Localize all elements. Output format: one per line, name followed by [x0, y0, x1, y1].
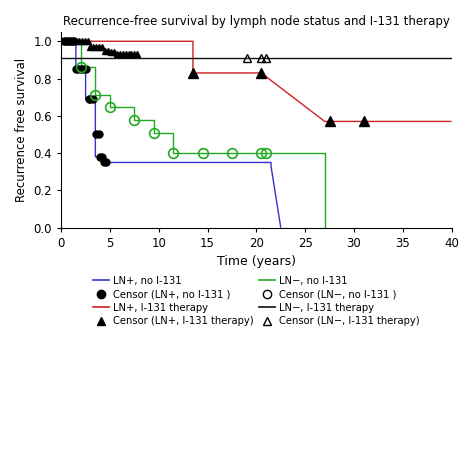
- Legend: LN+, no I-131, Censor (LN+, no I-131 ), LN+, I-131 therapy, Censor (LN+, I-131 t: LN+, no I-131, Censor (LN+, no I-131 ), …: [89, 272, 423, 330]
- X-axis label: Time (years): Time (years): [217, 255, 296, 268]
- Title: Recurrence-free survival by lymph node status and I-131 therapy: Recurrence-free survival by lymph node s…: [63, 15, 450, 28]
- Y-axis label: Recurrence free survival: Recurrence free survival: [15, 58, 28, 202]
